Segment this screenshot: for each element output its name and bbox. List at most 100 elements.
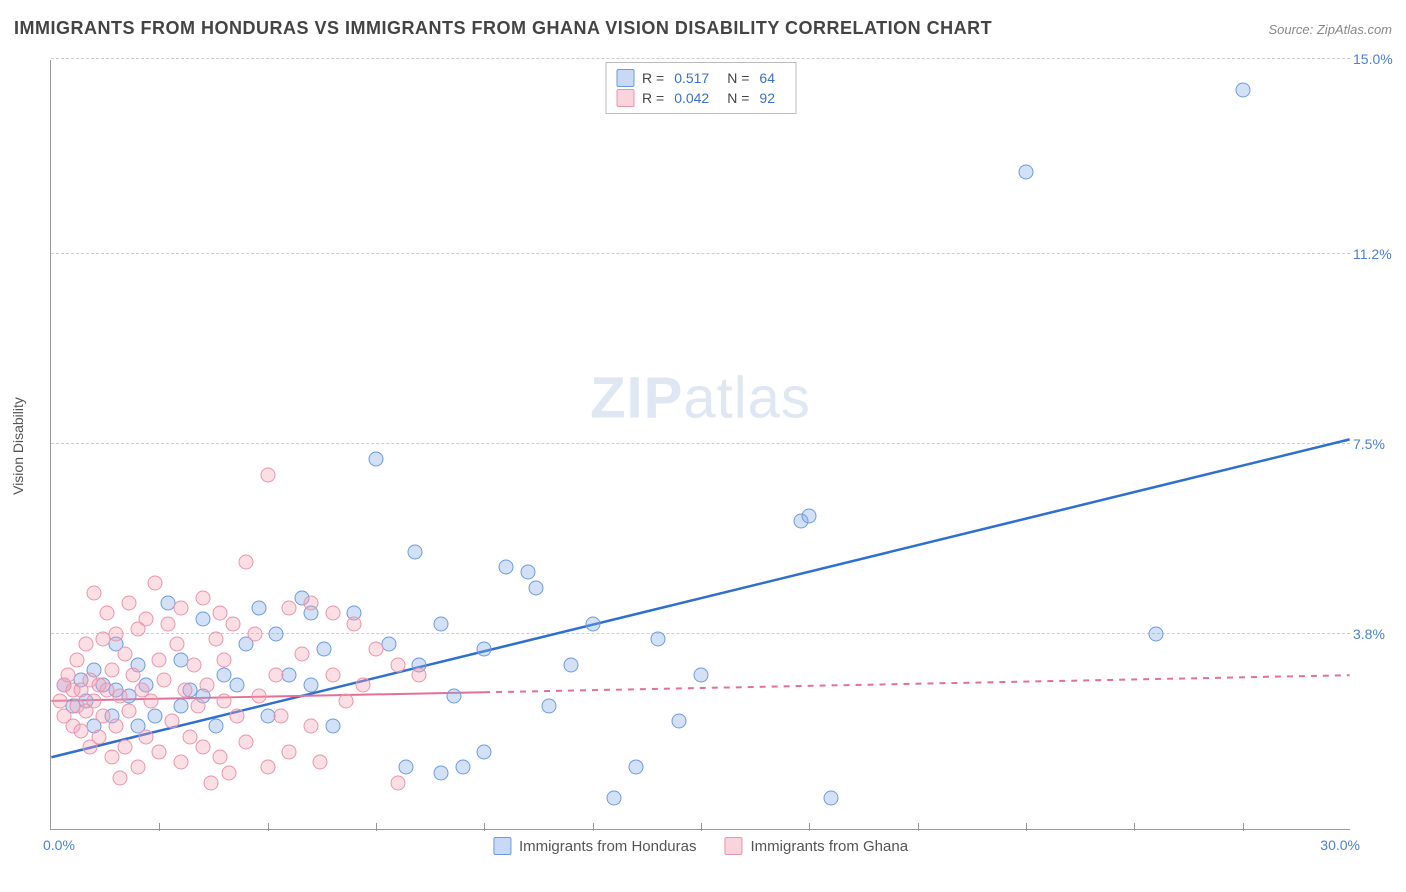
data-point-honduras: [408, 544, 423, 559]
data-point-ghana: [325, 606, 340, 621]
y-tick-label: 15.0%: [1353, 51, 1406, 67]
data-point-ghana: [109, 719, 124, 734]
data-point-honduras: [802, 508, 817, 523]
data-point-ghana: [96, 709, 111, 724]
data-point-honduras: [520, 565, 535, 580]
x-tick: [376, 823, 377, 831]
data-point-ghana: [70, 652, 85, 667]
data-point-ghana: [174, 601, 189, 616]
data-point-honduras: [195, 611, 210, 626]
scatter-plot: ZIPatlas 3.8%7.5%11.2%15.0% 0.0% 30.0% R…: [50, 60, 1350, 830]
watermark-rest: atlas: [683, 366, 811, 431]
series-label-ghana: Immigrants from Ghana: [751, 838, 909, 855]
data-point-ghana: [174, 755, 189, 770]
legend-row-honduras: R = 0.517 N = 64: [616, 69, 785, 87]
data-point-ghana: [178, 683, 193, 698]
x-tick: [484, 823, 485, 831]
data-point-honduras: [217, 668, 232, 683]
n-value-ghana: 92: [759, 90, 775, 106]
gridline: [51, 58, 1350, 59]
data-point-ghana: [104, 662, 119, 677]
data-point-honduras: [694, 668, 709, 683]
data-point-ghana: [169, 637, 184, 652]
data-point-honduras: [477, 745, 492, 760]
data-point-ghana: [139, 729, 154, 744]
swatch-ghana: [725, 837, 743, 855]
data-point-ghana: [239, 555, 254, 570]
trend-line-ghana-dashed: [484, 675, 1350, 692]
data-point-ghana: [200, 678, 215, 693]
data-point-ghana: [221, 765, 236, 780]
gridline: [51, 443, 1350, 444]
data-point-ghana: [295, 647, 310, 662]
x-tick: [1243, 823, 1244, 831]
x-tick: [1026, 823, 1027, 831]
data-point-ghana: [74, 724, 89, 739]
data-point-honduras: [629, 760, 644, 775]
data-point-ghana: [213, 750, 228, 765]
y-tick-label: 3.8%: [1353, 626, 1406, 642]
data-point-honduras: [148, 709, 163, 724]
n-value-honduras: 64: [759, 70, 775, 86]
data-point-ghana: [325, 668, 340, 683]
x-tick: [918, 823, 919, 831]
r-value-honduras: 0.517: [674, 70, 709, 86]
data-point-honduras: [230, 678, 245, 693]
data-point-honduras: [325, 719, 340, 734]
x-tick: [701, 823, 702, 831]
data-point-ghana: [304, 719, 319, 734]
data-point-ghana: [213, 606, 228, 621]
data-point-ghana: [122, 703, 137, 718]
data-point-ghana: [156, 673, 171, 688]
legend-row-ghana: R = 0.042 N = 92: [616, 89, 785, 107]
data-point-ghana: [152, 745, 167, 760]
data-point-honduras: [369, 452, 384, 467]
legend-item-ghana: Immigrants from Ghana: [725, 837, 909, 855]
data-point-ghana: [217, 693, 232, 708]
y-tick-label: 7.5%: [1353, 436, 1406, 452]
data-point-ghana: [304, 596, 319, 611]
data-point-ghana: [87, 585, 102, 600]
data-point-ghana: [113, 688, 128, 703]
r-label: R =: [642, 90, 664, 106]
r-label: R =: [642, 70, 664, 86]
data-point-ghana: [239, 734, 254, 749]
data-point-ghana: [412, 668, 427, 683]
data-point-ghana: [312, 755, 327, 770]
data-point-honduras: [585, 616, 600, 631]
data-point-ghana: [195, 739, 210, 754]
data-point-honduras: [282, 668, 297, 683]
x-axis-max: 30.0%: [1320, 837, 1360, 853]
data-point-ghana: [226, 616, 241, 631]
data-point-ghana: [187, 657, 202, 672]
data-point-ghana: [282, 601, 297, 616]
trend-line-honduras: [51, 439, 1349, 757]
source-attribution: Source: ZipAtlas.com: [1268, 22, 1392, 37]
data-point-ghana: [347, 616, 362, 631]
data-point-honduras: [1019, 164, 1034, 179]
data-point-ghana: [91, 729, 106, 744]
data-point-honduras: [477, 642, 492, 657]
data-point-ghana: [338, 693, 353, 708]
data-point-ghana: [109, 626, 124, 641]
data-point-ghana: [165, 714, 180, 729]
data-point-ghana: [204, 775, 219, 790]
data-point-honduras: [564, 657, 579, 672]
data-point-honduras: [499, 560, 514, 575]
trend-lines: [51, 60, 1350, 829]
n-label: N =: [727, 70, 749, 86]
data-point-ghana: [252, 688, 267, 703]
y-tick-label: 11.2%: [1353, 246, 1406, 262]
data-point-ghana: [52, 693, 67, 708]
data-point-honduras: [455, 760, 470, 775]
data-point-ghana: [191, 698, 206, 713]
data-point-ghana: [126, 668, 141, 683]
data-point-honduras: [382, 637, 397, 652]
y-axis-label: Vision Disability: [10, 397, 26, 495]
data-point-ghana: [117, 647, 132, 662]
data-point-ghana: [139, 611, 154, 626]
data-point-honduras: [672, 714, 687, 729]
data-point-honduras: [824, 791, 839, 806]
data-point-ghana: [100, 606, 115, 621]
data-point-ghana: [390, 657, 405, 672]
